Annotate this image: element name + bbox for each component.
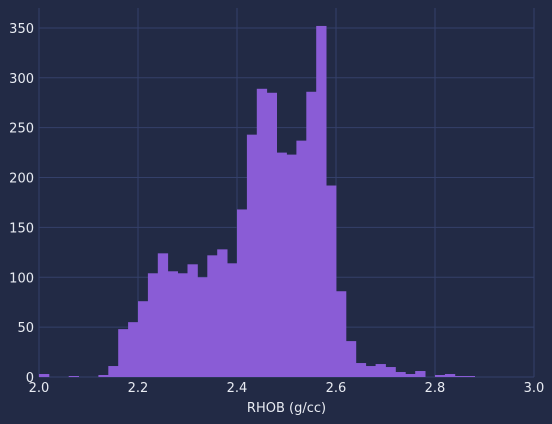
x-tick-labels: 2.0 2.2 2.4 2.6 2.8 3.0 [29,381,545,396]
y-tick-label: 50 [17,321,34,336]
histogram-bar [454,376,466,377]
y-tick-label: 250 [9,122,34,137]
x-axis-label: RHOB (g/cc) [247,401,326,416]
histogram-bar [147,273,159,377]
histogram-bar [286,154,297,377]
histogram-bar [237,209,248,377]
histogram-bar [118,329,129,377]
y-tick-labels: 0 50 100 150 200 250 300 350 [9,22,34,386]
histogram-bar [177,273,188,377]
histogram-bar [415,371,426,377]
histogram-bar [276,152,287,377]
histogram-bar [405,374,416,377]
histogram-bar [296,140,307,377]
histogram-bar [197,277,208,377]
histogram-bar [326,185,337,377]
histogram-bar [167,271,178,377]
histogram-bar [345,341,357,377]
x-tick-label: 2.0 [29,381,50,396]
histogram-bar [68,376,79,377]
histogram-bar [217,249,228,377]
histogram-bar [385,367,396,377]
histogram-bar [138,301,149,377]
histogram-bar [355,363,367,377]
histogram-bar [98,375,109,377]
histogram-bar [375,364,386,377]
x-tick-label: 2.8 [425,381,446,396]
histogram-bar [39,374,50,377]
histogram-bar [266,92,277,378]
histogram-bar [365,366,376,377]
x-tick-label: 2.4 [227,381,248,396]
histogram-bar [256,88,268,378]
histogram-bar [435,375,446,377]
y-tick-label: 150 [9,221,34,236]
histogram-bar [108,366,119,377]
histogram-bar [336,291,347,377]
histogram-bar [128,322,139,377]
y-tick-label: 300 [9,72,34,87]
y-tick-label: 200 [9,172,34,187]
x-tick-label: 3.0 [524,381,545,396]
y-tick-label: 100 [9,271,34,286]
histogram-bar [444,374,456,377]
histogram-bar [157,253,169,377]
x-tick-label: 2.2 [128,381,149,396]
histogram-bar [227,263,238,377]
y-tick-label: 350 [9,22,34,37]
bars [39,25,475,378]
histogram-bar [316,25,327,377]
histogram-bar [187,264,198,377]
histogram-bar [246,134,258,377]
x-tick-label: 2.6 [326,381,347,396]
histogram-bar [306,91,317,377]
histogram-bar [207,255,218,377]
histogram-bar [395,372,406,377]
y-tick-label: 0 [26,371,34,386]
histogram-bar [464,376,475,377]
